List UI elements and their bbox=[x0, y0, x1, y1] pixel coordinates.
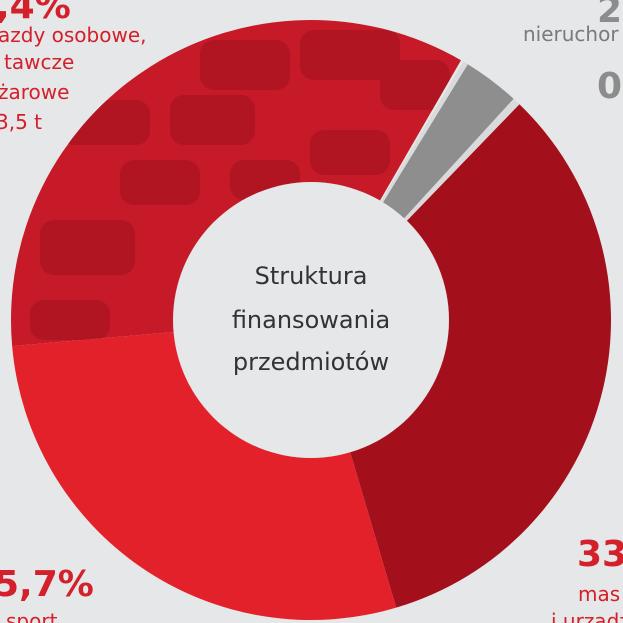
label-line: 3,5 t bbox=[0, 110, 42, 134]
label-line: azdy osobowe, bbox=[0, 23, 147, 47]
center-text: przedmiotów bbox=[233, 348, 389, 376]
label-line: nieruchor bbox=[523, 22, 619, 46]
separator bbox=[361, 61, 468, 235]
label-line: tawcze bbox=[4, 50, 74, 74]
transport-slice bbox=[12, 328, 397, 621]
label-value: 5,7% bbox=[0, 564, 94, 605]
label-value: 0 bbox=[597, 66, 622, 107]
car-icons bbox=[30, 30, 450, 340]
center-hole bbox=[173, 182, 449, 458]
label-value: ,4% bbox=[0, 0, 71, 27]
label-line: żarowe bbox=[0, 80, 69, 104]
label-value: 2 bbox=[597, 0, 622, 31]
label-line: mas bbox=[578, 582, 620, 606]
property-slice bbox=[363, 64, 514, 247]
center-text: finansowania bbox=[232, 306, 390, 334]
separator bbox=[378, 98, 520, 249]
label-line: sport bbox=[6, 609, 58, 623]
label-value: 33 bbox=[577, 534, 623, 575]
center-text: Struktura bbox=[255, 262, 368, 290]
label-line: i urządz bbox=[551, 609, 623, 623]
